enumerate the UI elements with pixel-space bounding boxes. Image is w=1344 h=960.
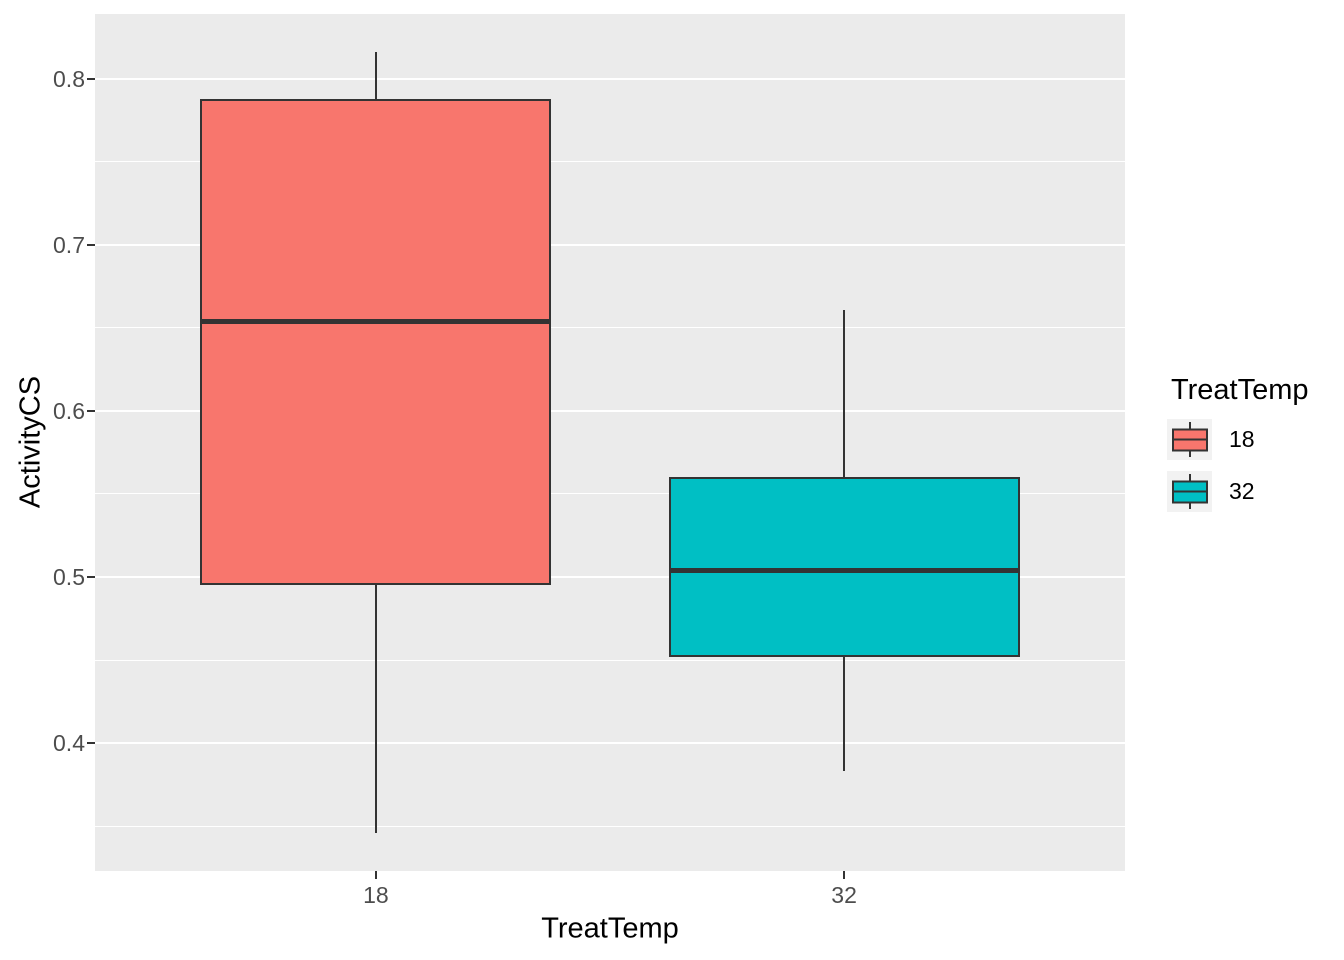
y-tick-mark [87,742,95,745]
y-tick-mark [87,576,95,579]
legend-key-boxplot-icon [1167,419,1212,460]
legend-entry-18: 18 [1167,419,1309,460]
y-tick-label: 0.7 [53,231,85,258]
gridline-minor [95,493,1125,495]
boxplot-box-18 [200,98,552,586]
legend-key-boxplot-icon [1167,471,1212,512]
gridline-minor [95,161,1125,163]
gridline-major [95,576,1125,579]
gridline-major [95,409,1125,412]
plot-panel [95,14,1125,871]
boxplot-median-18 [200,318,552,324]
boxplot-box-icon [1171,428,1208,451]
gridline-major [95,77,1125,80]
y-tick-mark [87,77,95,80]
gridline-minor [95,659,1125,661]
gridline-minor [95,825,1125,827]
boxplot-median-32 [668,567,1020,573]
x-axis-title: TreatTemp [541,912,679,945]
gridline-major [95,742,1125,745]
x-tick-label: 32 [831,882,857,908]
y-tick-label: 0.4 [53,730,85,757]
y-tick-mark [87,409,95,412]
boxplot-box-icon [1171,480,1208,503]
gridline-major [95,243,1125,246]
y-tick-label: 0.6 [53,397,85,424]
y-tick-label: 0.5 [53,564,85,591]
legend-label: 32 [1229,478,1255,504]
boxplot-median-icon [1173,490,1206,493]
y-tick-mark [87,243,95,246]
legend-entry-32: 32 [1167,471,1309,512]
gridline-minor [95,327,1125,329]
x-tick-label: 18 [363,882,389,908]
boxplot-box-32 [668,477,1020,657]
y-tick-label: 0.8 [53,65,85,92]
x-tick-mark [374,871,377,879]
legend-title: TreatTemp [1171,374,1309,406]
legend: TreatTemp 18 32 [1167,374,1309,523]
legend-label: 18 [1229,426,1255,452]
boxplot-median-icon [1173,438,1206,441]
x-tick-mark [843,871,846,879]
y-axis-title: ActivityCS [14,375,47,509]
